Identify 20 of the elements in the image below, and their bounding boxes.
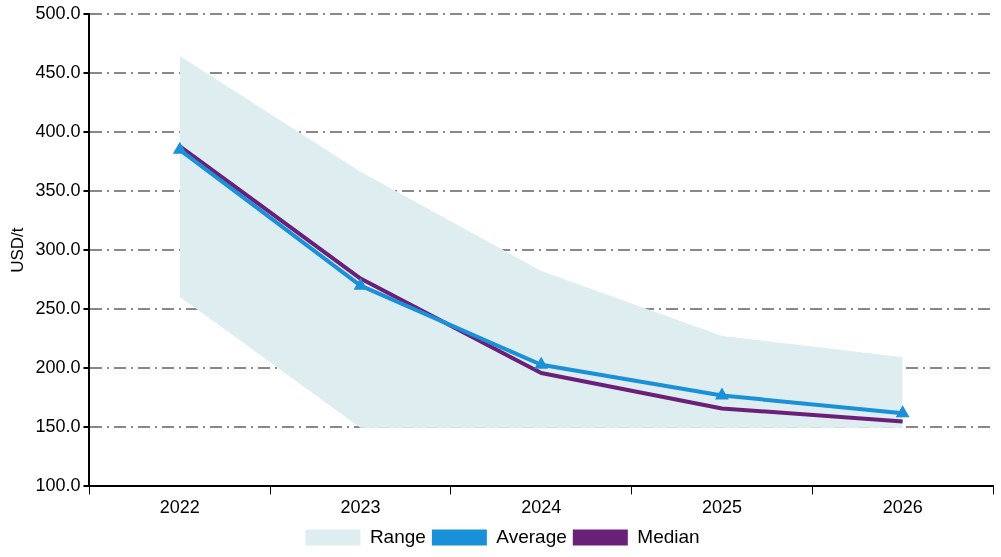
y-axis-title: USD/t — [7, 227, 27, 273]
x-tick-label: 2025 — [701, 497, 742, 518]
x-tick-label: 2024 — [521, 497, 562, 518]
x-tick-label: 2023 — [340, 497, 381, 518]
y-tick-label: 200.0 — [35, 357, 81, 378]
y-tick-label: 450.0 — [35, 62, 81, 83]
point — [173, 141, 186, 154]
y-tick-label: 300.0 — [35, 239, 81, 260]
y-tick-label: 400.0 — [35, 121, 81, 142]
x-tick-label: 2026 — [882, 497, 923, 518]
y-tick-label: 150.0 — [35, 416, 81, 437]
legend-label: Range — [369, 525, 426, 547]
y-tick-label: 500.0 — [35, 2, 81, 23]
x-tick-label: 2022 — [159, 497, 200, 518]
point — [534, 356, 548, 369]
y-tick-label: 250.0 — [35, 298, 81, 319]
legend-label: Median — [637, 525, 700, 547]
y-tick-label: 100.0 — [35, 475, 81, 496]
legend-label: Average — [496, 525, 567, 547]
y-tick-label: 350.0 — [35, 180, 81, 201]
